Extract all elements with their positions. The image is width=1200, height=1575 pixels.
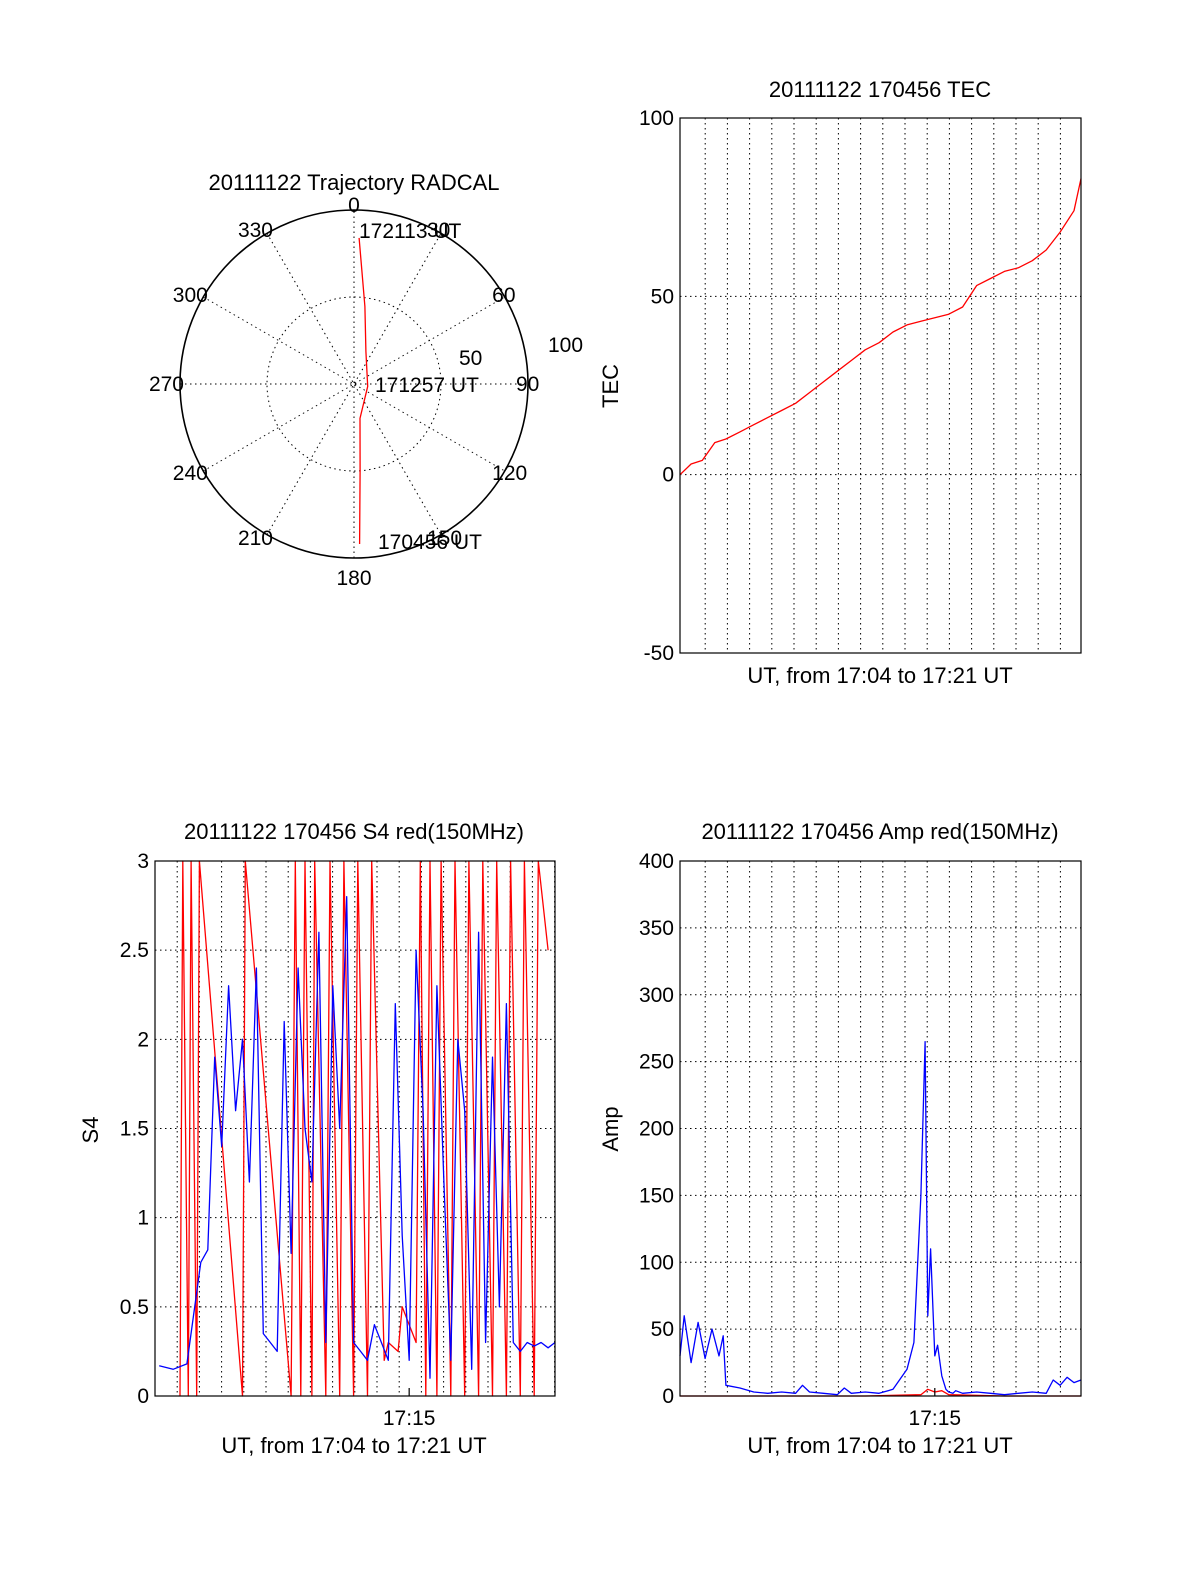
x-tick-label: 17:15 bbox=[383, 1407, 436, 1430]
tec-y-ticks: 100 50 0 -50 bbox=[639, 107, 674, 665]
polar-angle-label: 240 bbox=[173, 462, 208, 485]
amp-series bbox=[679, 1040, 1082, 1397]
y-tick-label: 400 bbox=[639, 850, 674, 873]
polar-angle-label: 300 bbox=[173, 284, 208, 307]
polar-angle-label: 270 bbox=[149, 373, 184, 396]
s4-series bbox=[159, 860, 556, 1397]
amp-grid bbox=[680, 861, 1081, 1396]
polar-trajectory-panel: 20111122 Trajectory RADCAL 0 30 60 90 120 150… bbox=[149, 170, 583, 590]
y-tick-label: 1.5 bbox=[120, 1118, 149, 1141]
y-tick-label: 1 bbox=[137, 1207, 149, 1230]
polar-angle-label: 30 bbox=[427, 219, 450, 242]
trajectory-start-label: 170456 UT bbox=[378, 531, 482, 554]
y-tick-label: 100 bbox=[639, 107, 674, 130]
y-tick-label: 350 bbox=[639, 917, 674, 940]
y-tick-label: 50 bbox=[651, 285, 674, 308]
polar-angle-label: 60 bbox=[492, 284, 515, 307]
tec-panel: 20111122 170456 TEC 100 50 0 -50 TEC UT, fr… bbox=[598, 77, 1082, 688]
s4-y-ticks: 3 2.5 2 1.5 1 0.5 0 bbox=[120, 850, 149, 1408]
y-tick-label: 200 bbox=[639, 1118, 674, 1141]
s4-y-axis-label: S4 bbox=[78, 1117, 103, 1144]
polar-angle-label: 330 bbox=[238, 219, 273, 242]
y-tick-label: 50 bbox=[651, 1318, 674, 1341]
series-line-red bbox=[679, 178, 1082, 476]
amp-panel: 20111122 170456 Amp red(150MHz) 400 350 30… bbox=[598, 819, 1082, 1458]
polar-spoke bbox=[203, 296, 505, 472]
s4-title: 20111122 170456 S4 red(150MHz) bbox=[184, 819, 524, 844]
tec-plot-frame bbox=[679, 117, 1082, 654]
polar-radial-label-100: 100 bbox=[548, 334, 583, 357]
polar-title: 20111122 Trajectory RADCAL bbox=[208, 170, 499, 195]
trajectory-mid-label: 171257 UT bbox=[375, 374, 479, 397]
polar-angle-label: 180 bbox=[336, 567, 371, 590]
y-tick-label: 300 bbox=[639, 984, 674, 1007]
series-line-blue bbox=[679, 1040, 1082, 1396]
y-tick-label: -50 bbox=[644, 642, 674, 665]
polar-angle-labels: 0 30 60 90 120 150 180 210 240 270 300 330 bbox=[149, 194, 539, 590]
polar-angle-label: 120 bbox=[492, 462, 527, 485]
y-tick-label: 2.5 bbox=[120, 939, 149, 962]
y-tick-label: 0 bbox=[662, 464, 674, 487]
y-tick-label: 0.5 bbox=[120, 1296, 149, 1319]
polar-angle-label: 90 bbox=[516, 373, 539, 396]
trajectory-end-label: 172113 UT bbox=[359, 220, 462, 243]
amp-x-axis-label: UT, from 17:04 to 17:21 UT bbox=[747, 1433, 1012, 1458]
polar-angle-label: 210 bbox=[238, 527, 273, 550]
x-tick-label: 17:15 bbox=[909, 1407, 962, 1430]
tec-grid bbox=[680, 118, 1081, 653]
s4-plot-frame bbox=[154, 860, 556, 1397]
polar-grid bbox=[179, 209, 529, 559]
series-line-blue bbox=[159, 896, 556, 1379]
s4-x-ticks: 17:15 bbox=[383, 1388, 436, 1430]
tec-x-axis-label: UT, from 17:04 to 17:21 UT bbox=[747, 663, 1012, 688]
amp-y-ticks: 400 350 300 250 200 150 100 50 0 bbox=[639, 850, 674, 1408]
amp-x-ticks: 17:15 bbox=[909, 1388, 962, 1430]
y-tick-label: 150 bbox=[639, 1184, 674, 1207]
tec-series bbox=[679, 178, 1082, 476]
polar-angle-label: 150 bbox=[427, 527, 462, 550]
polar-angle-label: 0 bbox=[348, 194, 360, 217]
y-tick-label: 0 bbox=[137, 1385, 149, 1408]
y-tick-label: 2 bbox=[137, 1028, 149, 1051]
polar-spoke bbox=[266, 233, 442, 535]
polar-radial-label-50: 50 bbox=[459, 347, 482, 370]
amp-y-axis-label: Amp bbox=[598, 1106, 623, 1151]
y-tick-label: 250 bbox=[639, 1051, 674, 1074]
s4-x-axis-label: UT, from 17:04 to 17:21 UT bbox=[221, 1433, 486, 1458]
amp-title: 20111122 170456 Amp red(150MHz) bbox=[701, 819, 1058, 844]
tec-title: 20111122 170456 TEC bbox=[769, 77, 991, 102]
polar-spoke bbox=[203, 296, 505, 472]
s4-panel: 20111122 170456 S4 red(150MHz) 3 2.5 2 1.5 1… bbox=[78, 819, 556, 1458]
polar-trajectory-line bbox=[358, 237, 369, 545]
tec-y-axis-label: TEC bbox=[598, 364, 623, 408]
y-tick-label: 0 bbox=[662, 1385, 674, 1408]
trajectory-path bbox=[358, 237, 369, 545]
polar-spoke bbox=[266, 233, 442, 535]
y-tick-label: 100 bbox=[639, 1251, 674, 1274]
amp-plot-frame bbox=[679, 860, 1082, 1397]
y-tick-label: 3 bbox=[137, 850, 149, 873]
